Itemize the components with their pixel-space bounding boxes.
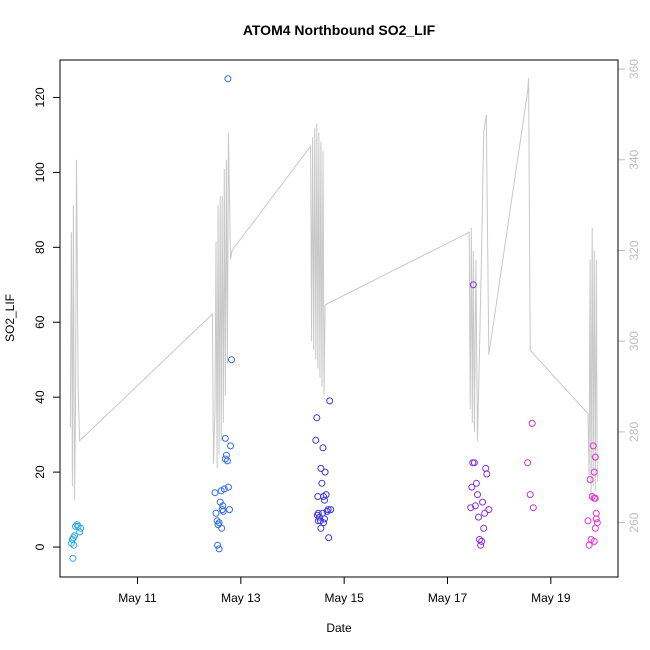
y2-tick-label: 320	[627, 240, 641, 260]
data-point	[213, 517, 221, 525]
y2-tick-label: 260	[627, 512, 641, 532]
data-point	[214, 541, 222, 549]
data-point	[589, 442, 597, 450]
data-point	[591, 524, 599, 532]
data-point	[215, 545, 223, 553]
data-point	[221, 434, 229, 442]
data-point	[586, 476, 594, 484]
data-point	[318, 479, 326, 487]
data-point	[326, 397, 334, 405]
data-point	[227, 442, 234, 450]
data-point	[313, 414, 321, 422]
data-point	[528, 419, 536, 427]
secondary-series-line	[69, 78, 598, 500]
data-point	[467, 504, 475, 512]
data-point	[529, 504, 537, 512]
data-point	[469, 281, 477, 289]
y2-tick-label: 360	[627, 59, 641, 79]
data-point	[215, 519, 223, 527]
data-point	[325, 534, 333, 542]
data-point	[483, 470, 491, 478]
data-point	[592, 515, 600, 523]
data-point	[319, 444, 327, 452]
plot-frame	[59, 59, 619, 578]
y-axis-label: SO2_LIF	[3, 294, 17, 342]
data-point	[485, 506, 493, 514]
data-point	[313, 511, 321, 519]
data-point	[224, 483, 232, 491]
y-tick-label: 80	[33, 240, 47, 254]
y2-tick-label: 300	[627, 331, 641, 351]
data-point	[592, 509, 600, 517]
data-point	[480, 524, 488, 532]
data-point	[477, 541, 485, 549]
y-tick-label: 60	[33, 315, 47, 329]
data-point	[211, 489, 219, 497]
y-tick-label: 120	[33, 87, 47, 107]
data-point	[327, 506, 335, 514]
points-layer	[67, 75, 601, 562]
data-point	[317, 464, 325, 472]
data-point	[317, 524, 325, 532]
data-point	[524, 459, 532, 467]
data-point	[218, 506, 226, 514]
data-point	[70, 541, 78, 549]
data-point	[219, 502, 227, 510]
x-tick-label: May 13	[221, 591, 261, 605]
data-point	[324, 506, 332, 514]
data-point	[223, 457, 231, 465]
data-point	[321, 496, 328, 504]
x-tick-label: May 17	[428, 591, 468, 605]
data-point	[478, 537, 486, 545]
axes-layer: May 11 May 13 May 15 May 17 May 19 0 20 40 60 80 1…	[33, 59, 641, 605]
data-point	[221, 455, 229, 463]
data-point	[226, 506, 233, 514]
data-point	[321, 515, 328, 523]
data-point	[526, 491, 534, 499]
data-point	[482, 464, 490, 472]
data-point	[590, 537, 598, 545]
data-point	[593, 519, 601, 527]
data-point	[591, 453, 599, 461]
data-point	[69, 554, 77, 562]
data-point	[472, 479, 480, 487]
y-tick-label: 40	[33, 390, 47, 404]
data-point	[590, 468, 598, 476]
data-point	[228, 356, 235, 364]
data-point	[479, 498, 487, 506]
data-point	[212, 509, 220, 517]
y-tick-label: 100	[33, 162, 47, 182]
data-point	[471, 502, 479, 510]
data-point	[219, 507, 227, 515]
secondary-line-layer	[69, 78, 598, 500]
data-point	[321, 468, 329, 476]
chart-title: ATOM4 Northbound SO2_LIF	[243, 22, 436, 38]
x-axis-label: Date	[326, 621, 352, 635]
data-point	[584, 517, 592, 525]
x-tick-label: May 11	[118, 591, 157, 605]
y-tick-label: 20	[33, 465, 47, 479]
data-point	[222, 451, 230, 459]
data-point	[322, 491, 330, 499]
data-point	[220, 485, 228, 493]
data-point	[468, 483, 476, 491]
data-point	[474, 491, 481, 499]
data-point	[591, 494, 599, 502]
x-tick-label: May 15	[324, 591, 364, 605]
data-point	[77, 524, 85, 532]
data-point	[475, 513, 482, 521]
data-point	[470, 459, 478, 467]
data-point	[481, 509, 489, 517]
y-tick-label: 0	[33, 543, 47, 550]
y2-tick-label: 280	[627, 422, 641, 442]
data-point	[71, 532, 78, 540]
data-point	[312, 436, 320, 444]
data-point	[224, 75, 232, 83]
data-point	[218, 524, 226, 532]
data-point	[314, 493, 322, 500]
y2-tick-label: 340	[627, 149, 641, 169]
x-tick-label: May 19	[531, 591, 571, 605]
data-point	[76, 528, 84, 536]
